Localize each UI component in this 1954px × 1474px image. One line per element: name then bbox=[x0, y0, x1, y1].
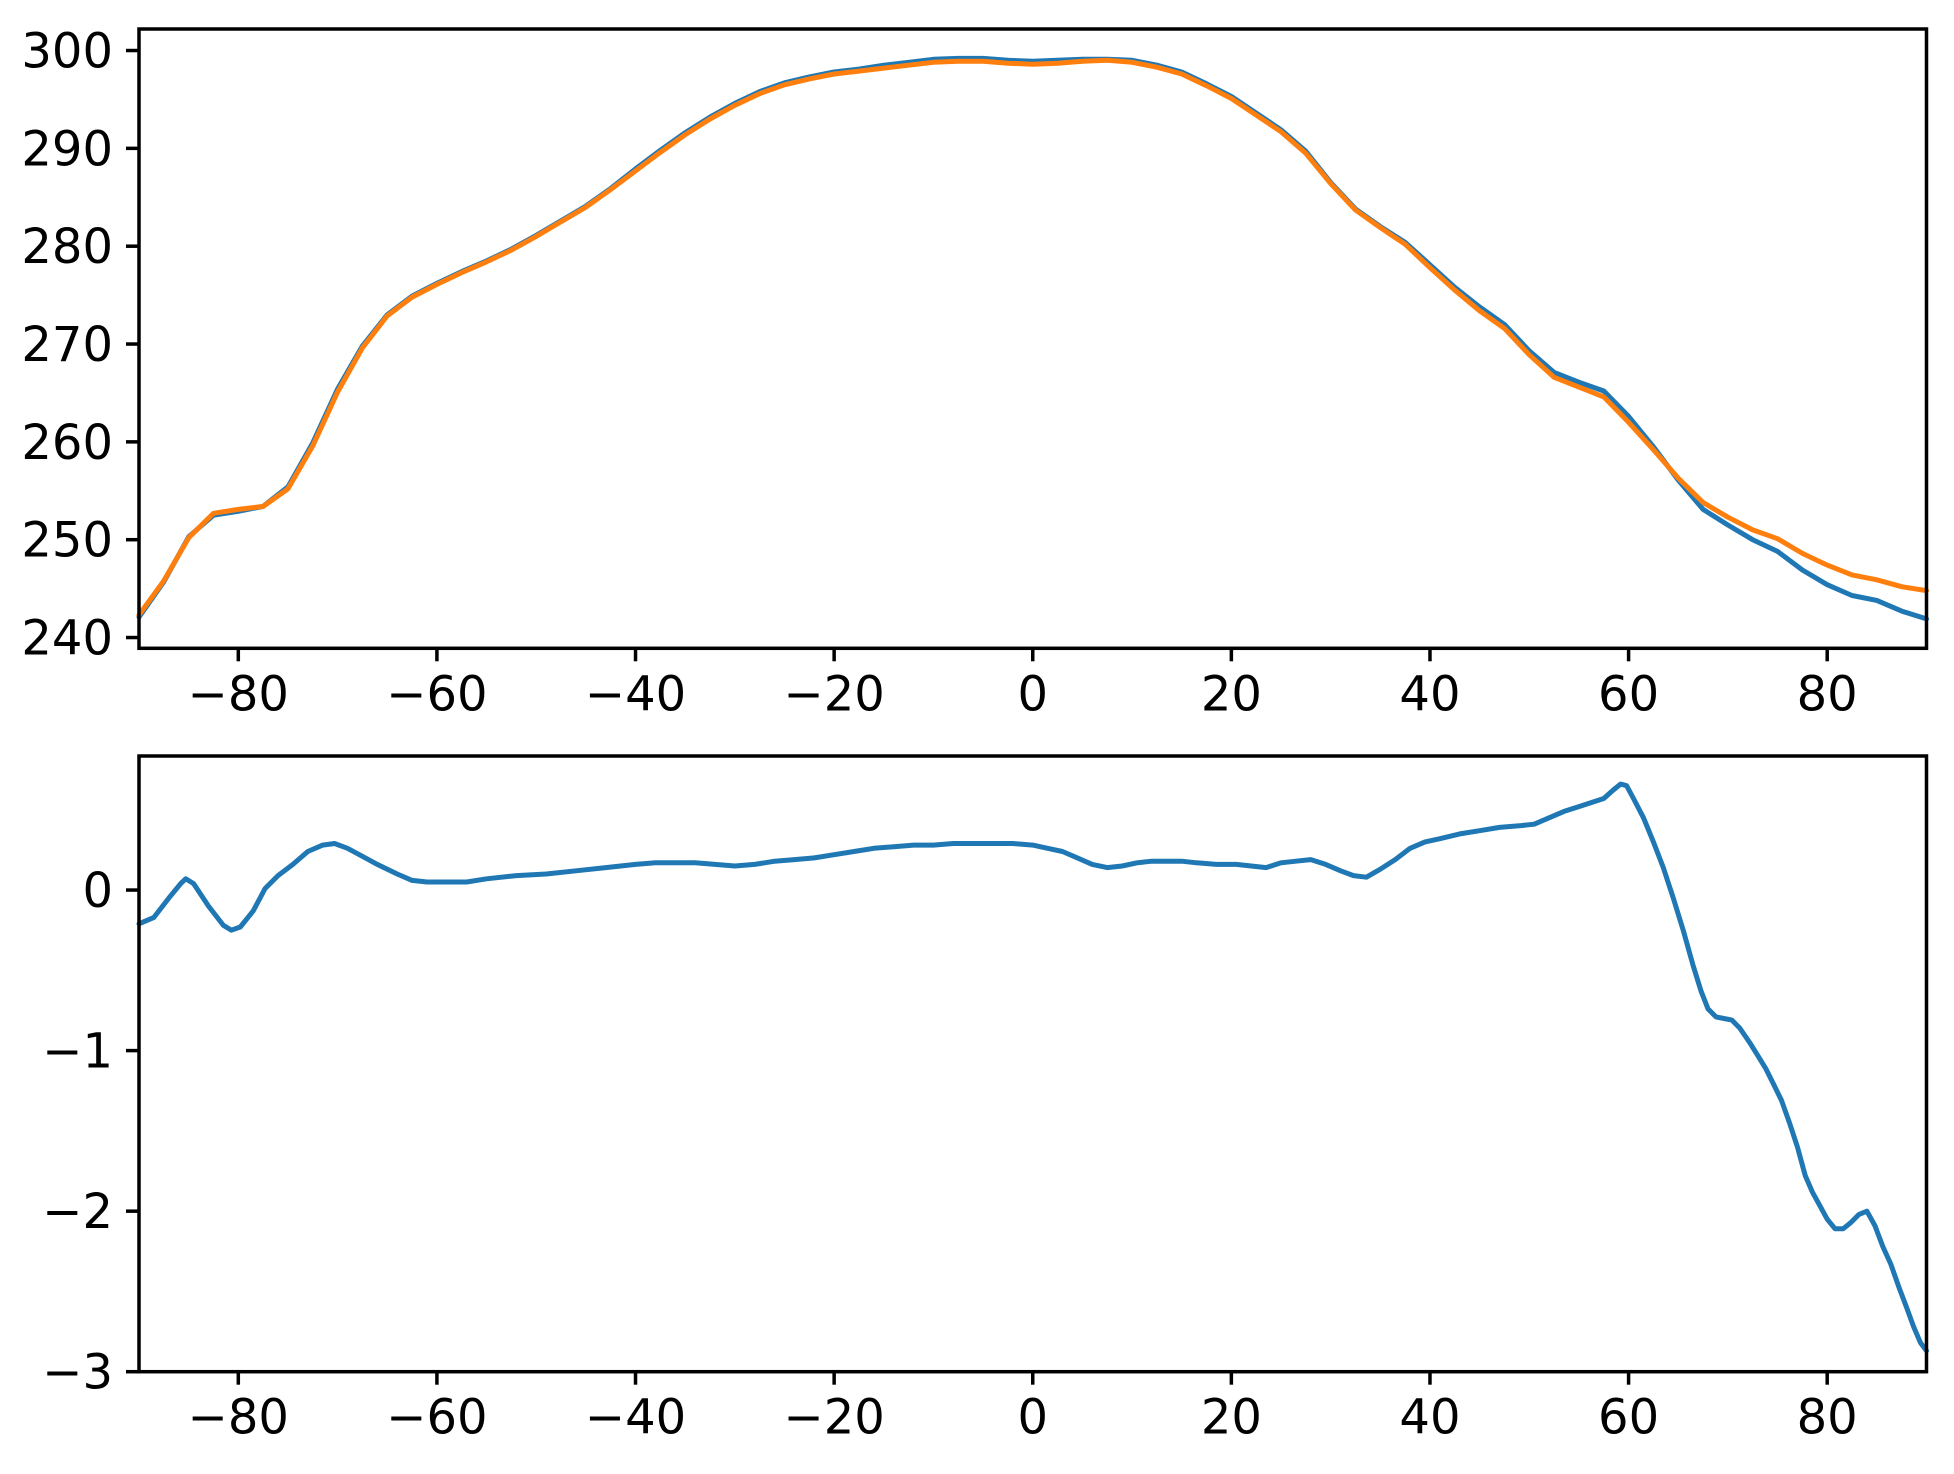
x-tick-label: −20 bbox=[783, 666, 884, 722]
bottom-chart-difference-line bbox=[136, 781, 1929, 1354]
y-tick-label: −1 bbox=[42, 1024, 113, 1080]
x-tick-label: 0 bbox=[1017, 666, 1048, 722]
x-tick-label: −60 bbox=[386, 1390, 487, 1446]
x-tick-label: 20 bbox=[1201, 1390, 1262, 1446]
x-tick-label: 60 bbox=[1598, 666, 1659, 722]
x-tick-label: 0 bbox=[1017, 1390, 1048, 1446]
x-tick-label: −80 bbox=[188, 1390, 289, 1446]
top-chart-blue-line bbox=[136, 55, 1929, 622]
top-chart: −80 −60 −40 −20 0 20 40 60 80 240 250 260 270 280 290 3… bbox=[21, 24, 1929, 722]
y-tick-label: 0 bbox=[82, 863, 113, 919]
axes-spines bbox=[137, 27, 1929, 651]
y-tick-label: −3 bbox=[42, 1345, 113, 1401]
x-tick-label: 40 bbox=[1399, 666, 1460, 722]
x-tick-label: −60 bbox=[386, 666, 487, 722]
x-tick-label: 40 bbox=[1399, 1390, 1460, 1446]
x-tick-label: −40 bbox=[585, 666, 686, 722]
x-tick-label: −20 bbox=[783, 1390, 884, 1446]
axes-spines bbox=[137, 754, 1929, 1374]
bottom-chart: −80 −60 −40 −20 0 20 40 60 80 −3 −2 −1 0 bbox=[42, 754, 1929, 1446]
y-tick-label: 240 bbox=[21, 611, 113, 667]
x-tick-label: −80 bbox=[188, 666, 289, 722]
x-tick-label: 80 bbox=[1797, 666, 1858, 722]
top-chart-orange-line bbox=[136, 57, 1929, 618]
y-tick-label: 260 bbox=[21, 415, 113, 471]
y-tick-label: 300 bbox=[21, 24, 113, 80]
x-tick-label: 80 bbox=[1797, 1390, 1858, 1446]
y-tick-label: −2 bbox=[42, 1184, 113, 1240]
x-tick-label: 60 bbox=[1598, 1390, 1659, 1446]
x-tick-label: −40 bbox=[585, 1390, 686, 1446]
y-tick-label: 280 bbox=[21, 219, 113, 275]
x-tick-label: 20 bbox=[1201, 666, 1262, 722]
y-tick-label: 250 bbox=[21, 513, 113, 569]
y-tick-label: 270 bbox=[21, 317, 113, 373]
y-tick-label: 290 bbox=[21, 121, 113, 177]
